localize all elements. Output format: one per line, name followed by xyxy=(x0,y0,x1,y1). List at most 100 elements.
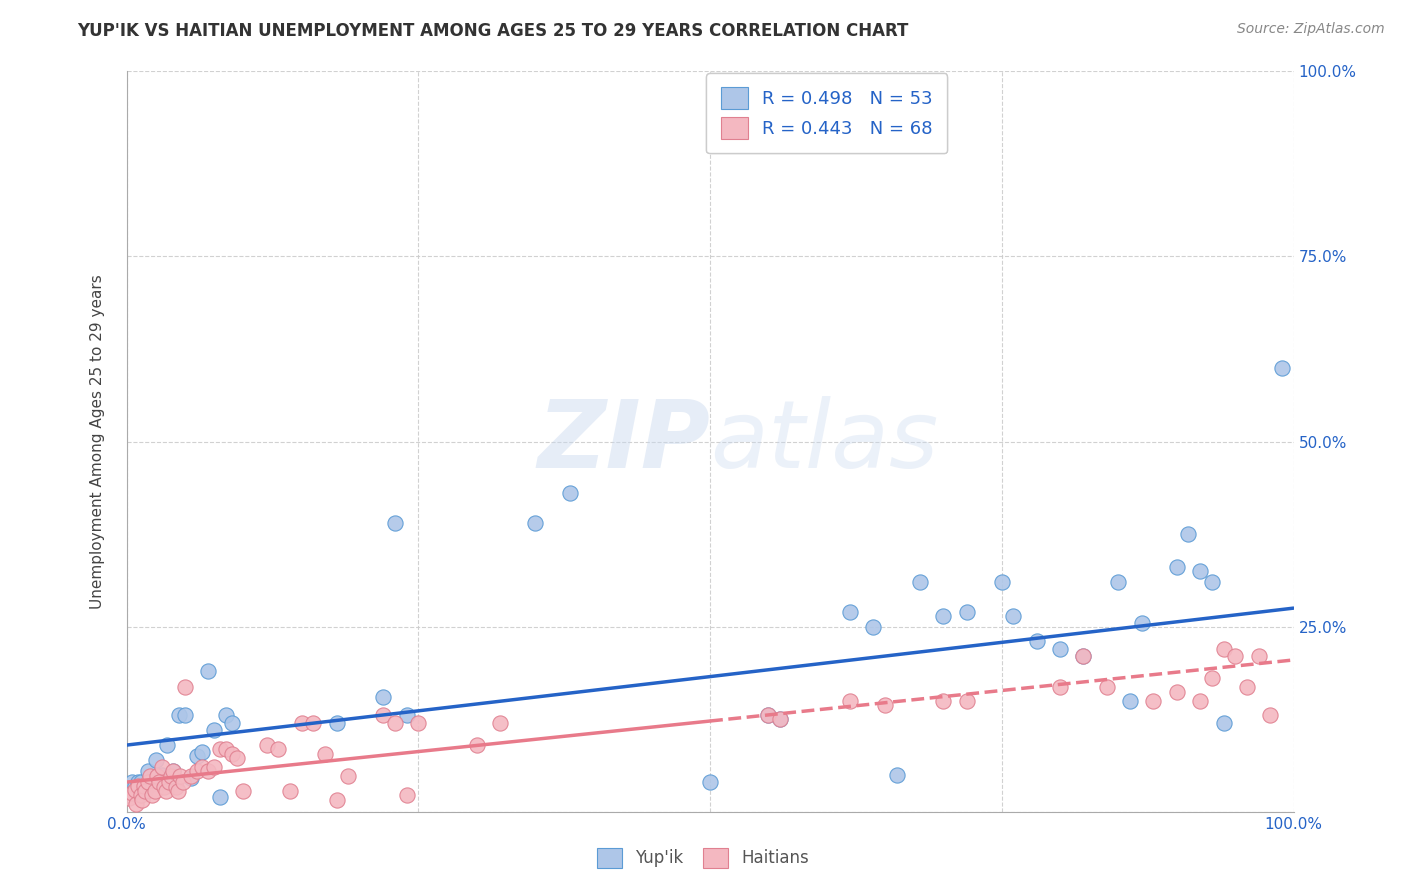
Point xyxy=(156,738,179,752)
Text: YUP'IK VS HAITIAN UNEMPLOYMENT AMONG AGES 25 TO 29 YEARS CORRELATION CHART: YUP'IK VS HAITIAN UNEMPLOYMENT AMONG AGE… xyxy=(77,22,908,40)
Point xyxy=(1271,360,1294,375)
Point xyxy=(191,760,214,774)
Point xyxy=(124,779,146,793)
Point xyxy=(875,698,897,712)
Point xyxy=(172,775,194,789)
Point xyxy=(174,708,197,723)
Point xyxy=(150,767,173,781)
Point xyxy=(839,605,862,619)
Point xyxy=(337,769,360,783)
Point xyxy=(1223,649,1246,664)
Point xyxy=(489,715,512,730)
Point xyxy=(314,747,336,761)
Point xyxy=(699,775,721,789)
Point xyxy=(1119,694,1142,708)
Point xyxy=(169,769,191,783)
Point xyxy=(1189,564,1212,578)
Point xyxy=(167,784,190,798)
Point xyxy=(127,779,149,793)
Point xyxy=(1073,649,1095,664)
Point xyxy=(186,764,208,778)
Point xyxy=(141,776,163,790)
Point xyxy=(1142,694,1164,708)
Point xyxy=(1212,715,1234,730)
Point xyxy=(202,723,225,738)
Point xyxy=(125,797,148,812)
Point xyxy=(1049,681,1071,695)
Point xyxy=(886,767,908,781)
Point xyxy=(408,715,430,730)
Point xyxy=(132,786,155,800)
Point xyxy=(325,715,347,730)
Point xyxy=(162,764,184,778)
Point xyxy=(136,775,159,789)
Point xyxy=(384,516,406,530)
Point xyxy=(153,775,176,789)
Point xyxy=(139,775,162,789)
Point xyxy=(395,789,418,803)
Legend: Yup'ik, Haitians: Yup'ik, Haitians xyxy=(591,841,815,875)
Point xyxy=(908,575,931,590)
Point xyxy=(1258,708,1281,723)
Point xyxy=(256,738,278,752)
Point xyxy=(129,789,152,803)
Point xyxy=(558,486,581,500)
Point xyxy=(139,769,162,783)
Point xyxy=(226,751,249,765)
Point xyxy=(155,784,177,798)
Point xyxy=(124,782,146,797)
Point xyxy=(180,769,202,783)
Point xyxy=(221,747,243,761)
Point xyxy=(191,746,214,760)
Point xyxy=(208,741,231,756)
Point xyxy=(1025,634,1047,648)
Point xyxy=(1177,527,1199,541)
Point xyxy=(160,772,183,786)
Point xyxy=(956,694,979,708)
Point xyxy=(143,784,166,798)
Point xyxy=(157,775,180,789)
Point xyxy=(167,708,190,723)
Point xyxy=(325,793,347,807)
Text: Source: ZipAtlas.com: Source: ZipAtlas.com xyxy=(1237,22,1385,37)
Point xyxy=(118,791,141,805)
Point xyxy=(932,694,955,708)
Point xyxy=(208,789,231,804)
Text: atlas: atlas xyxy=(710,396,938,487)
Point xyxy=(132,779,155,793)
Point xyxy=(145,753,167,767)
Point xyxy=(932,608,955,623)
Point xyxy=(302,715,325,730)
Point xyxy=(1002,608,1025,623)
Point xyxy=(465,738,488,752)
Text: ZIP: ZIP xyxy=(537,395,710,488)
Point xyxy=(148,775,170,789)
Point xyxy=(769,712,792,726)
Point xyxy=(1189,694,1212,708)
Point xyxy=(1130,615,1153,630)
Point xyxy=(267,741,290,756)
Point xyxy=(232,784,254,798)
Point xyxy=(373,690,395,704)
Point xyxy=(186,749,208,764)
Point xyxy=(197,664,219,678)
Point xyxy=(523,516,546,530)
Point xyxy=(756,708,779,723)
Point xyxy=(290,715,312,730)
Point xyxy=(162,764,184,778)
Point xyxy=(121,775,143,789)
Point xyxy=(839,694,862,708)
Point xyxy=(1201,575,1223,590)
Point xyxy=(127,775,149,789)
Point xyxy=(141,789,163,803)
Point xyxy=(202,760,225,774)
Point xyxy=(221,715,243,730)
Point xyxy=(1247,649,1270,664)
Point xyxy=(756,708,779,723)
Point xyxy=(197,764,219,778)
Point xyxy=(150,760,173,774)
Point xyxy=(215,741,238,756)
Point xyxy=(153,780,176,794)
Point xyxy=(1166,685,1188,699)
Point xyxy=(956,605,979,619)
